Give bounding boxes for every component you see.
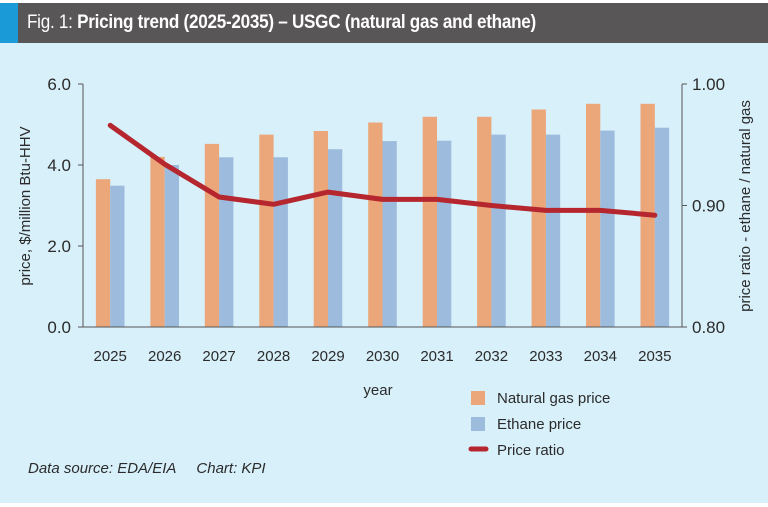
natural-gas-bar-2030	[368, 122, 383, 327]
header-accent-bar	[0, 3, 18, 43]
x-tick-label: 2034	[584, 348, 617, 365]
natural-gas-bar-2034	[586, 103, 601, 327]
natural-gas-bar-2026	[150, 156, 165, 327]
natural-gas-bar-2029	[313, 131, 328, 327]
legend-label-ethane: Ethane price	[497, 416, 581, 433]
legend-label-natural-gas: Natural gas price	[497, 390, 610, 407]
y2-tick-label: 1.00	[692, 75, 725, 94]
x-tick-label: 2033	[529, 348, 562, 365]
ethane-bar-2034	[600, 130, 615, 327]
ethane-bar-2029	[328, 149, 343, 327]
y-axis-label: price, $/million Btu-HHV	[17, 126, 34, 285]
y2-axis-label: price ratio - ethane / natural gas	[737, 100, 754, 312]
y2-tick-label: 0.80	[692, 318, 725, 337]
bars-group	[95, 103, 670, 327]
x-tick-label: 2025	[94, 348, 127, 365]
ethane-bar-2025	[110, 185, 125, 327]
ethane-bar-2032	[491, 134, 506, 327]
ratio-line-group	[107, 122, 658, 218]
y-tick-label: 6.0	[47, 75, 71, 94]
x-tick-label: 2031	[420, 348, 453, 365]
legend-label-price-ratio: Price ratio	[497, 442, 565, 459]
x-tick-label: 2030	[366, 348, 399, 365]
axes-group	[78, 83, 687, 328]
legend-swatch-natural-gas	[471, 391, 485, 405]
x-tick-label: 2028	[257, 348, 290, 365]
natural-gas-bar-2033	[531, 109, 546, 327]
x-tick-label: 2027	[202, 348, 235, 365]
labels-group: 0.0 2.0 4.0 6.0 0.80 0.90 1.00 2025 2026 2027 2028…	[47, 75, 725, 365]
ethane-bar-2031	[437, 140, 452, 327]
legend-swatch-ethane	[471, 417, 485, 431]
figure-number: Fig. 1:	[27, 12, 78, 33]
x-tick-label: 2029	[311, 348, 344, 365]
x-tick-label: 2026	[148, 348, 181, 365]
y2-tick-label: 0.90	[692, 197, 725, 216]
figure-title: Fig. 1: Pricing trend (2025-2035) – USGC…	[27, 3, 536, 43]
ethane-bar-2028	[273, 157, 288, 327]
x-axis-label: year	[363, 382, 392, 399]
chart-credit-note: Chart: KPI	[196, 460, 266, 477]
ethane-bar-2027	[219, 157, 234, 327]
natural-gas-bar-2032	[477, 116, 492, 327]
natural-gas-bar-2031	[422, 116, 437, 327]
natural-gas-bar-2027	[204, 143, 220, 327]
natural-gas-bar-2025	[95, 179, 111, 327]
ethane-bar-2033	[545, 134, 561, 327]
x-tick-label: 2035	[638, 348, 671, 365]
y-tick-label: 0.0	[47, 318, 71, 337]
ethane-bar-2035	[654, 127, 670, 327]
footer-note: Data source: EDA/EIA Chart: KPI	[28, 460, 266, 477]
figure-header: Fig. 1: Pricing trend (2025-2035) – USGC…	[0, 3, 768, 43]
legend: Natural gas price Ethane price Price rat…	[468, 390, 610, 459]
y-tick-label: 2.0	[47, 237, 71, 256]
x-tick-label: 2032	[475, 348, 508, 365]
data-source-note: Data source: EDA/EIA	[28, 460, 177, 477]
natural-gas-bar-2028	[259, 134, 274, 327]
y-tick-label: 4.0	[47, 156, 71, 175]
ethane-bar-2026	[164, 165, 179, 327]
ethane-bar-2030	[382, 141, 397, 327]
figure-title-text: Pricing trend (2025-2035) – USGC (natura…	[77, 12, 536, 33]
